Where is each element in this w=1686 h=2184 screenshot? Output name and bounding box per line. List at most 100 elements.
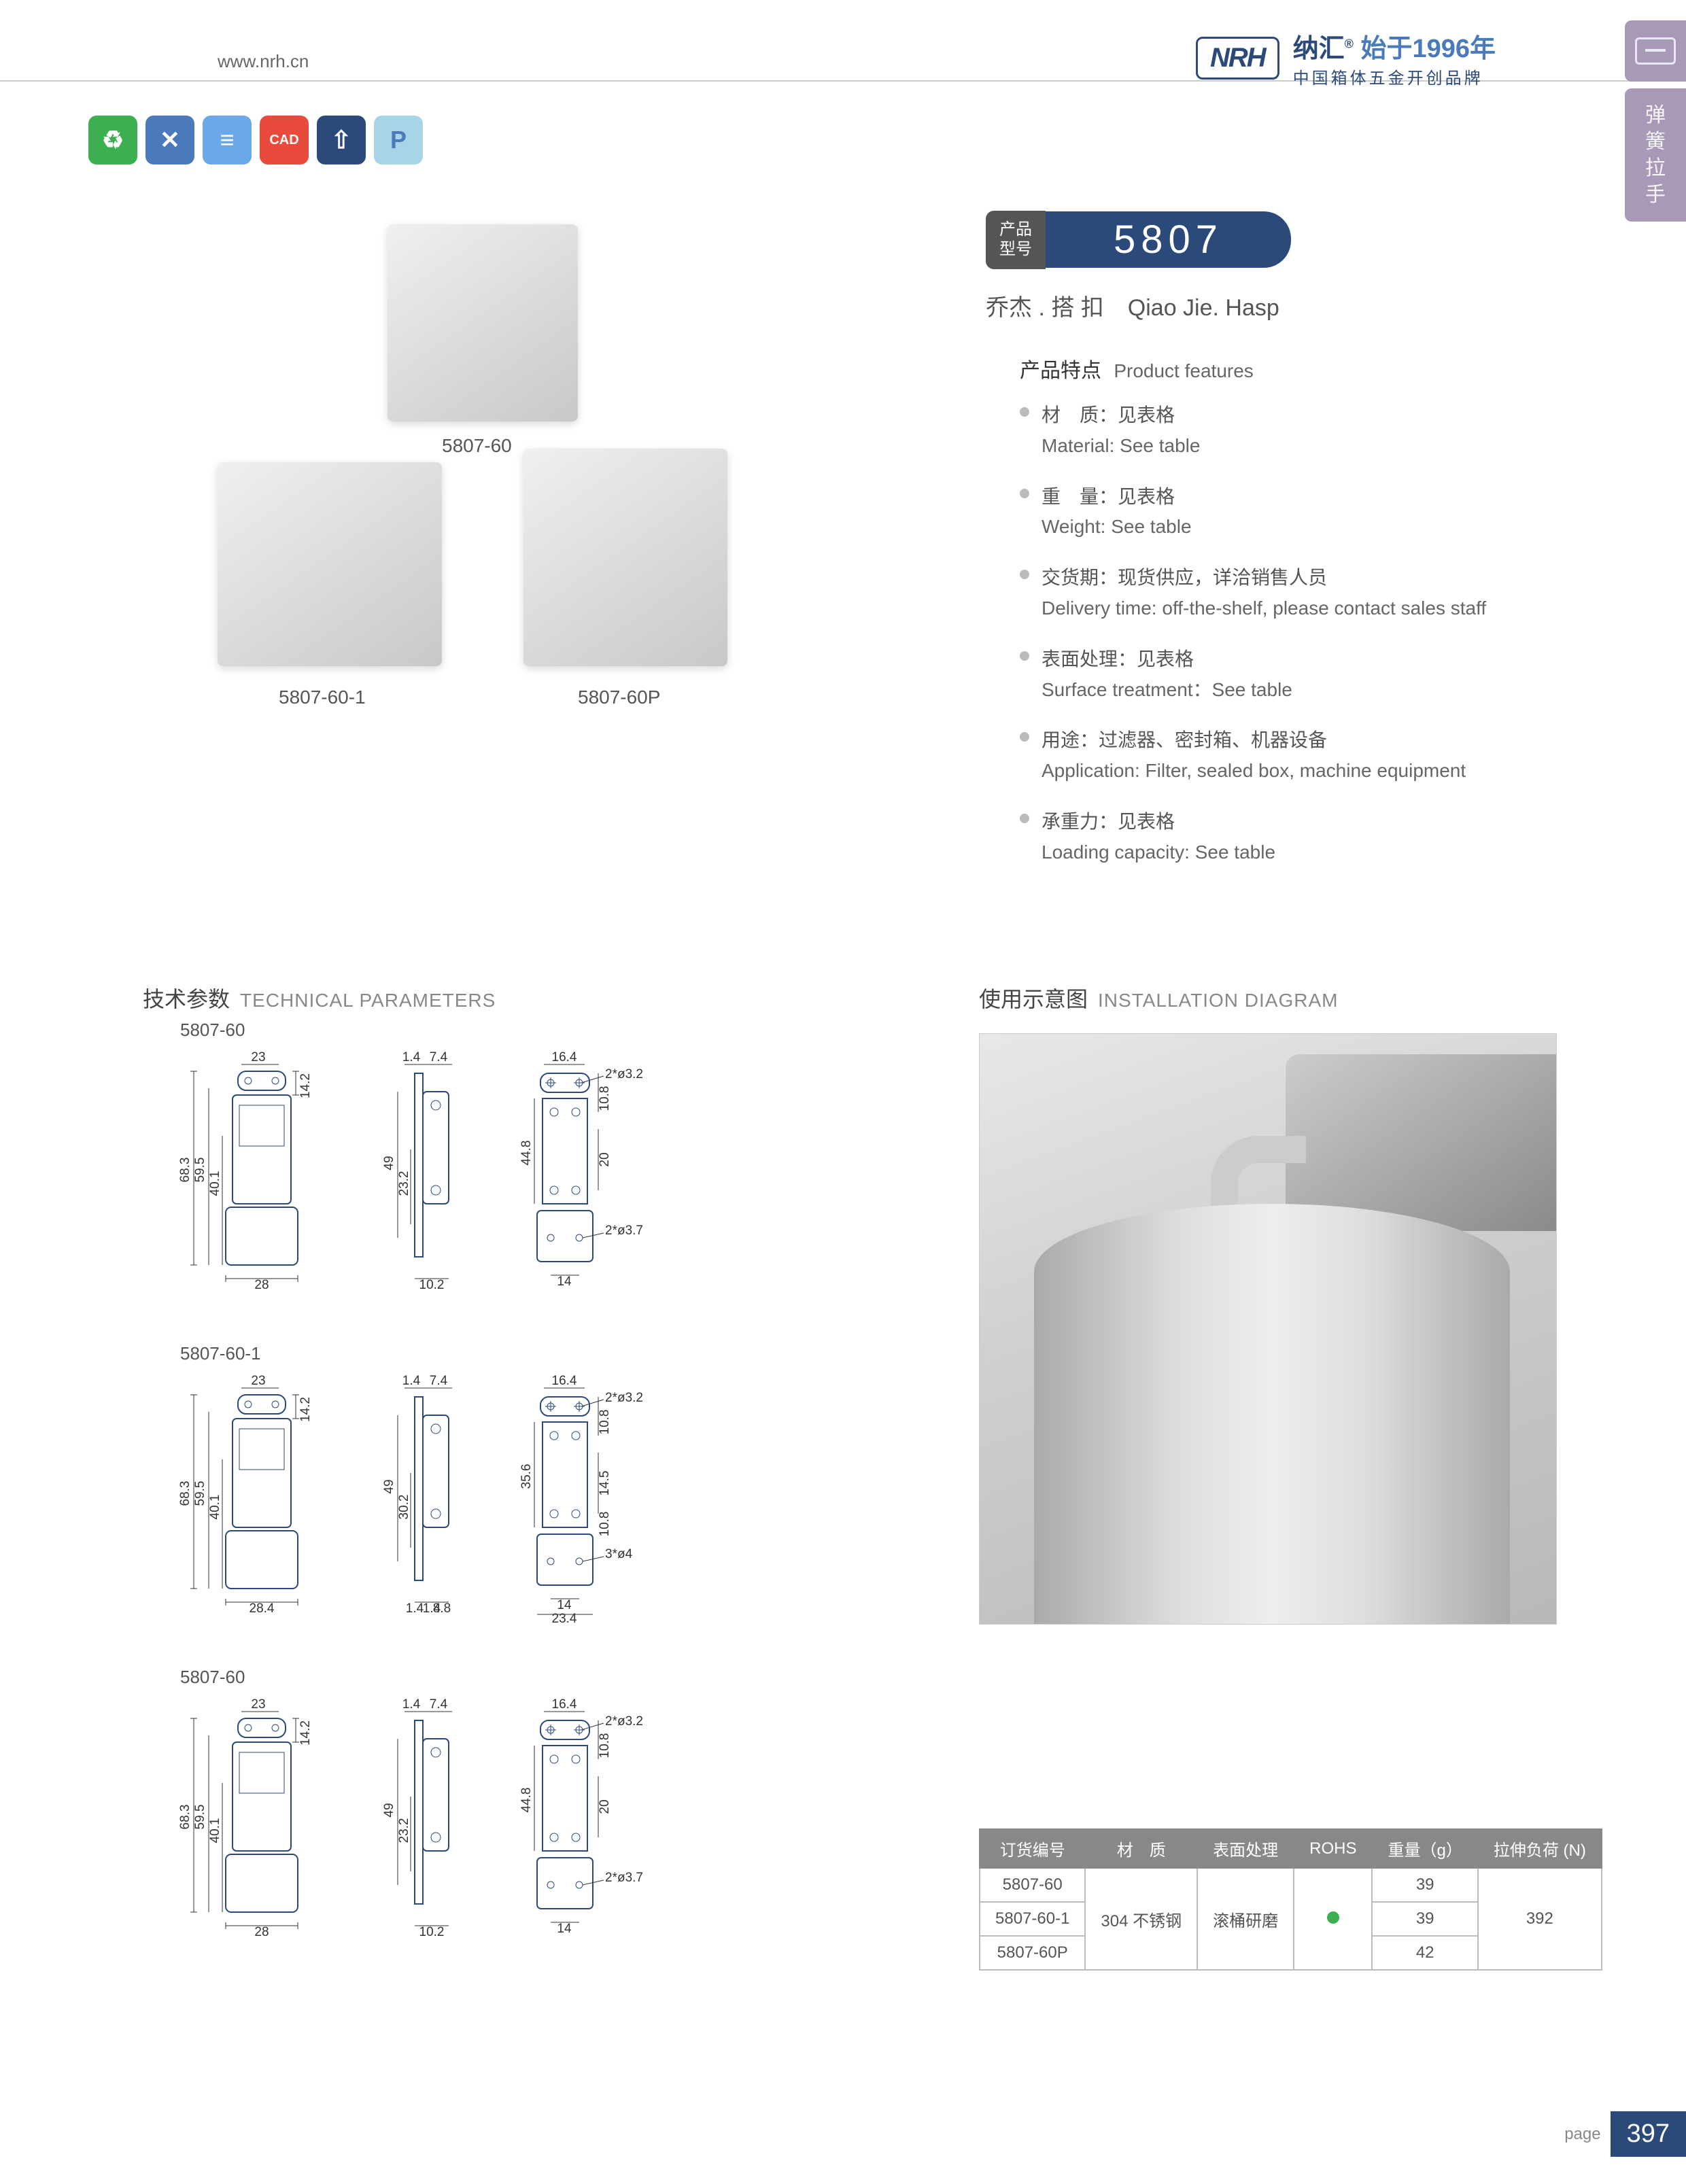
drawing-view: 16.4 2*ø3.2 10.8 44.8 20 2*ø3.7 14 [517,1695,673,1946]
svg-text:40.1: 40.1 [208,1171,222,1196]
svg-text:23: 23 [251,1050,265,1064]
drawing-set: 5807-60 23 14.2 68.3 59.5 40.1 28 1.4 7.… [177,1667,789,1966]
svg-text:68.3: 68.3 [178,1805,192,1830]
front-view-drawing: 23 14.2 68.3 59.5 40.1 28 [177,1695,326,1946]
bullet-icon [1020,570,1029,579]
back-view-drawing: 16.4 2*ø3.2 10.8 35.6 14.5 10.8 3*ø4 14 … [517,1371,673,1623]
cell-material: 304 不锈钢 [1085,1868,1197,1970]
side-tab-icon[interactable] [1625,20,1686,82]
drawing-view: 23 14.2 68.3 59.5 40.1 28 [177,1047,326,1299]
drawing-view: 1.4 7.4 49 23.2 10.2 [374,1695,496,1946]
feature-icon-row: ♻✕≡CAD⇧P [88,116,423,164]
spec-table: 订货编号材 质表面处理ROHS重量（g）拉伸负荷 (N)5807-60304 不… [979,1828,1602,1971]
svg-text:14: 14 [557,1275,572,1289]
drawing-label: 5807-60 [180,1667,789,1688]
tech-params-title: 技术参数TECHNICAL PARAMETERS [143,982,496,1013]
bullet-icon [1020,489,1029,498]
page-footer: page 397 [1564,2111,1686,2157]
rohs-indicator-icon [1327,1911,1339,1924]
svg-text:14.2: 14.2 [298,1397,313,1422]
drawing-view: 16.4 2*ø3.2 10.8 44.8 20 2*ø3.7 14 [517,1047,673,1299]
svg-text:1.4: 1.4 [402,1374,421,1388]
svg-text:14: 14 [557,1922,572,1936]
svg-text:23: 23 [251,1697,265,1712]
table-header: 重量（g） [1372,1829,1477,1868]
back-view-drawing: 16.4 2*ø3.2 10.8 44.8 20 2*ø3.7 14 [517,1047,673,1299]
svg-text:59.5: 59.5 [193,1805,207,1830]
svg-text:1.4: 1.4 [402,1697,421,1712]
svg-text:49: 49 [382,1156,396,1170]
svg-text:20: 20 [598,1799,612,1814]
svg-text:14: 14 [557,1598,572,1612]
cell-code: 5807-60 [980,1868,1085,1902]
svg-text:23.4: 23.4 [552,1612,577,1623]
bullet-icon [1020,651,1029,661]
cell-weight: 42 [1372,1936,1477,1970]
product-features: 产品特点 Product features 材 质：见表格Material: S… [1020,353,1564,888]
product-image-5807-60 [388,224,578,421]
leaf-icon[interactable]: ♻ [88,116,137,164]
svg-text:7.4: 7.4 [430,1697,448,1712]
side-view-drawing: 1.4 7.4 49 23.2 10.2 [374,1047,496,1299]
badge-label: 产品型号 [986,211,1046,269]
feature-item: 表面处理：见表格Surface treatment：See table [1020,644,1564,706]
drawing-view: 1.4 7.4 49 30.2 1.4 1.48.8 [374,1371,496,1623]
svg-text:3*ø4: 3*ø4 [605,1547,633,1561]
svg-text:44.8: 44.8 [519,1141,534,1166]
installation-photo [979,1033,1557,1625]
table-header: 拉伸负荷 (N) [1478,1829,1602,1868]
drawing-label: 5807-60-1 [180,1343,789,1364]
feature-item: 材 质：见表格Material: See table [1020,400,1564,462]
product-label: 5807-60 [442,435,512,457]
screw-icon[interactable]: ⇧ [317,116,366,164]
svg-text:2*ø3.2: 2*ø3.2 [605,1067,643,1081]
product-label: 5807-60P [578,687,660,708]
bullet-icon [1020,814,1029,823]
cad-icon[interactable]: CAD [260,116,309,164]
drawing-view: 1.4 7.4 49 23.2 10.2 [374,1047,496,1299]
svg-text:10.8: 10.8 [598,1733,612,1758]
svg-text:2*ø3.2: 2*ø3.2 [605,1714,643,1729]
tools-icon[interactable]: ✕ [145,116,194,164]
svg-text:7.4: 7.4 [430,1374,448,1388]
page-number: 397 [1611,2111,1686,2157]
cell-surface: 滚桶研磨 [1197,1868,1294,1970]
svg-text:14.2: 14.2 [298,1720,313,1746]
drawing-view: 23 14.2 68.3 59.5 40.1 28 [177,1695,326,1946]
svg-text:16.4: 16.4 [552,1374,577,1388]
side-tab-category[interactable]: 弹簧拉手 [1625,88,1686,222]
svg-text:8.8: 8.8 [433,1601,451,1616]
svg-text:1.4: 1.4 [406,1601,424,1616]
p-icon[interactable]: P [374,116,423,164]
svg-text:23: 23 [251,1374,265,1388]
svg-text:28: 28 [254,1925,269,1939]
svg-text:16.4: 16.4 [552,1050,577,1064]
logo-area: NRH 纳汇® 始于1996年 中国箱体五金开创品牌 [1196,27,1496,88]
svg-text:35.6: 35.6 [519,1464,534,1489]
front-view-drawing: 23 14.2 68.3 59.5 40.1 28 [177,1047,326,1299]
drawing-view: 23 14.2 68.3 59.5 40.1 28.4 [177,1371,326,1623]
front-view-drawing: 23 14.2 68.3 59.5 40.1 28.4 [177,1371,326,1623]
table-header: ROHS [1294,1829,1372,1868]
features-title: 产品特点 Product features [1020,353,1564,383]
feature-item: 用途：过滤器、密封箱、机器设备Application: Filter, seal… [1020,725,1564,786]
svg-text:30.2: 30.2 [397,1495,411,1520]
svg-text:23.2: 23.2 [397,1818,411,1843]
table-header: 表面处理 [1197,1829,1294,1868]
svg-text:40.1: 40.1 [208,1495,222,1520]
svg-text:49: 49 [382,1479,396,1493]
technical-drawings: 5807-60 23 14.2 68.3 59.5 40.1 28 1.4 7.… [177,1020,789,1990]
table-header: 材 质 [1085,1829,1197,1868]
page-label: page [1564,2125,1600,2144]
side-view-drawing: 1.4 7.4 49 30.2 1.4 1.48.8 [374,1371,496,1623]
side-view-drawing: 1.4 7.4 49 23.2 10.2 [374,1695,496,1946]
spring-icon[interactable]: ≡ [203,116,252,164]
feature-item: 承重力：见表格Loading capacity: See table [1020,807,1564,868]
svg-text:1.4: 1.4 [402,1050,421,1064]
svg-text:2*ø3.2: 2*ø3.2 [605,1391,643,1405]
product-label: 5807-60-1 [279,687,366,708]
svg-text:68.3: 68.3 [178,1481,192,1506]
feature-item: 交货期：现货供应，详洽销售人员Delivery time: off-the-sh… [1020,563,1564,624]
table-row: 5807-60304 不锈钢滚桶研磨39392 [980,1868,1602,1902]
svg-text:10.8: 10.8 [598,1086,612,1111]
